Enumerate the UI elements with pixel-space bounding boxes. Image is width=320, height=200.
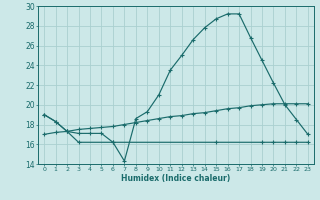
X-axis label: Humidex (Indice chaleur): Humidex (Indice chaleur) (121, 174, 231, 183)
